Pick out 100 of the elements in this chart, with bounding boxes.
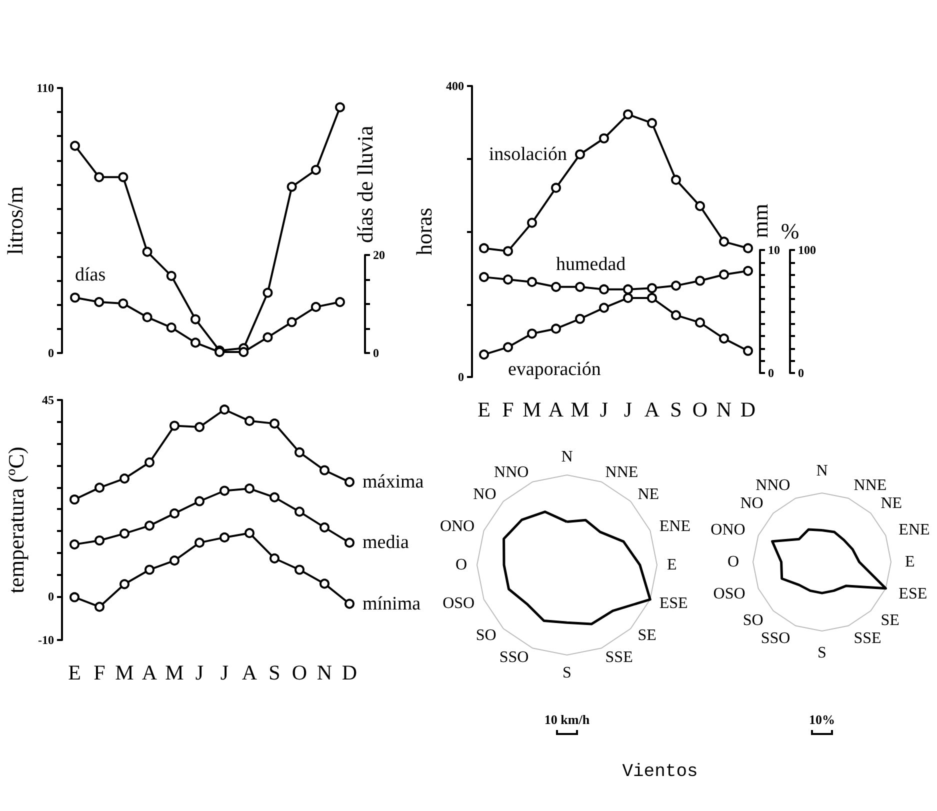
spoke-label: NE [880, 494, 902, 512]
point [527, 218, 537, 228]
spoke-label: SSE [605, 648, 633, 666]
y2-tick-label: 0 [768, 366, 774, 380]
point [719, 236, 729, 247]
spoke-label: ENE [659, 518, 690, 536]
point [599, 284, 609, 294]
spoke-label: SSO [499, 648, 529, 666]
x-tick-label: N [716, 398, 732, 422]
point [118, 298, 128, 309]
point [244, 416, 254, 426]
point [320, 465, 330, 476]
spoke-label: NNO [756, 476, 790, 494]
x-tick-label: D [342, 660, 358, 684]
point [94, 297, 104, 308]
y2-tick-label: 20 [373, 248, 385, 262]
point [70, 494, 80, 504]
point [599, 302, 609, 313]
point [671, 310, 681, 320]
x-tick-label: F [502, 398, 514, 422]
point [220, 404, 230, 415]
spoke-label: E [667, 556, 677, 574]
series-label: evaporación [508, 359, 602, 380]
point [220, 486, 230, 496]
spoke-label: NE [638, 486, 660, 503]
spoke-label: ONO [710, 522, 746, 539]
point [166, 270, 176, 281]
point [551, 182, 561, 193]
spoke-label: ENE [898, 522, 930, 539]
point [220, 532, 230, 542]
y-tick-label: -10 [38, 633, 54, 647]
point [120, 474, 130, 484]
x-tick-label: S [670, 398, 682, 422]
point [194, 422, 204, 432]
spoke-label: SO [476, 627, 496, 644]
x-tick-label: F [94, 660, 106, 684]
point [286, 317, 297, 328]
spoke-label: NO [473, 486, 496, 503]
point [238, 347, 249, 358]
point [94, 172, 104, 182]
spoke-label: SE [880, 612, 900, 630]
spoke-label: N [561, 448, 574, 466]
point [166, 322, 176, 333]
point [294, 564, 304, 575]
point [70, 292, 80, 303]
x-tick-label: A [242, 660, 258, 684]
point [503, 342, 513, 352]
series-label: insolación [488, 144, 568, 165]
text: Vientos [621, 762, 699, 782]
point [270, 492, 280, 502]
spoke-label: O [727, 554, 739, 570]
spoke-label: NNO [494, 464, 529, 482]
point [695, 318, 705, 328]
point [527, 328, 537, 339]
y2-axis-title: mm [748, 204, 772, 238]
point [623, 284, 633, 294]
y2-tick-label: 0 [373, 346, 379, 360]
point [743, 346, 753, 356]
point [70, 140, 80, 151]
point [671, 174, 681, 185]
spoke-label: SE [638, 627, 656, 644]
point [118, 172, 128, 182]
point [262, 288, 273, 298]
x-tick-label: N [316, 660, 332, 684]
point [170, 420, 180, 431]
x-tick-label: E [478, 398, 490, 422]
point [695, 276, 705, 286]
y-axis-title: temperatura (ºC) [4, 446, 29, 594]
x-tick-label: J [220, 660, 229, 684]
point [503, 246, 513, 256]
point [94, 482, 104, 493]
y3-tick-label: 0 [798, 366, 804, 380]
point [194, 496, 204, 506]
x-tick-label: J [624, 398, 632, 422]
point [479, 350, 489, 360]
spoke-label: SO [742, 612, 764, 630]
point [479, 272, 489, 282]
point [244, 528, 254, 538]
spoke-label: S [818, 644, 826, 662]
point [527, 276, 537, 287]
point [647, 292, 657, 303]
point [575, 282, 585, 292]
series-label: humedad [556, 254, 626, 275]
point [310, 164, 321, 175]
text: 10 km/h [543, 712, 591, 728]
y2-tick-label: 10 [768, 243, 780, 257]
text: 10% [808, 712, 836, 728]
x-tick-label: A [644, 398, 660, 422]
point [286, 182, 297, 192]
point [190, 314, 200, 324]
point [194, 538, 204, 548]
x-tick-label: J [600, 398, 608, 422]
point [599, 133, 609, 144]
x-tick-label: A [548, 398, 564, 422]
point [70, 539, 80, 550]
spoke-label: ONO [440, 518, 475, 536]
x-tick-label: M [522, 398, 542, 422]
series-label: días [75, 264, 106, 286]
spoke-label: SSE [854, 630, 882, 648]
x-tick-label: J [195, 660, 204, 684]
